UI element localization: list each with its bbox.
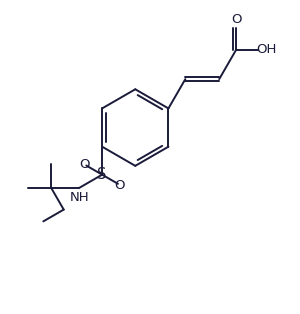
Text: OH: OH bbox=[256, 43, 277, 56]
Text: NH: NH bbox=[69, 191, 89, 204]
Text: O: O bbox=[231, 13, 242, 26]
Text: O: O bbox=[80, 158, 90, 171]
Text: O: O bbox=[114, 179, 125, 192]
Text: S: S bbox=[98, 167, 107, 182]
